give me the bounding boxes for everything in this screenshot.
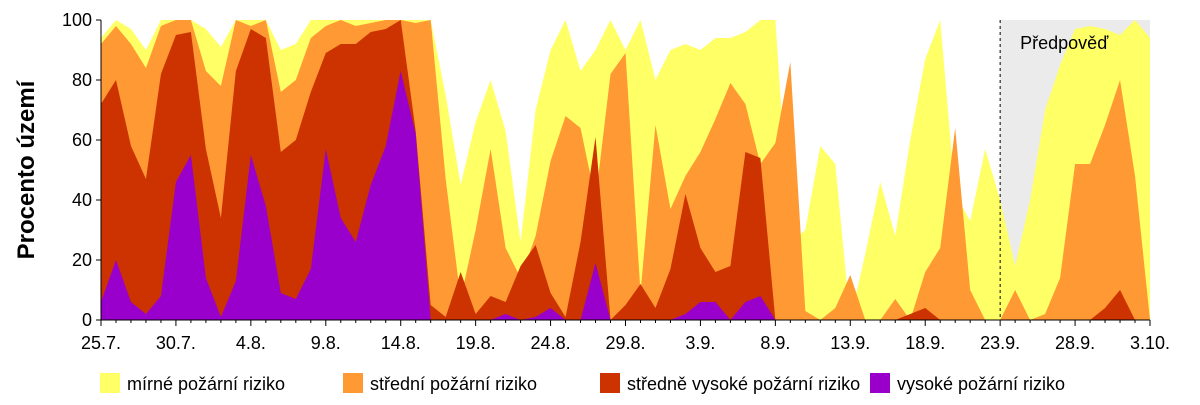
x-tick-label: 19.8. [456,333,496,353]
forecast-label: Předpověď [1020,33,1109,53]
area-series-group [101,20,1150,320]
y-axis-label: Procento území [13,79,40,259]
area-series-4 [101,71,1150,320]
x-tick-label: 14.8. [381,333,421,353]
x-tick-label: 28.9. [1055,333,1095,353]
x-tick-label: 4.8. [236,333,266,353]
x-tick-label: 8.9. [760,333,790,353]
legend-swatch-4 [870,373,890,393]
x-tick-label: 9.8. [311,333,341,353]
x-tick-label: 3.10. [1130,333,1170,353]
y-tick-label: 40 [72,190,92,210]
x-tick-label: 18.9. [905,333,945,353]
x-tick-label: 30.7. [156,333,196,353]
legend-swatch-3 [600,373,620,393]
legend-swatch-1 [100,373,120,393]
y-tick-label: 60 [72,130,92,150]
x-tick-label: 29.8. [605,333,645,353]
axes-group: 0 20 40 60 80 100 25.7. 30.7. 4.8. 9.8. 14.8. 19.8.… [62,10,1170,353]
legend-label-3: středně vysoké požární riziko [627,374,860,394]
y-tick-label: 0 [82,310,92,330]
legend-label-1: mírné požární riziko [127,374,285,394]
y-tick-label: 80 [72,70,92,90]
legend-label-2: střední požární riziko [370,374,537,394]
legend-label-4: vysoké požární riziko [897,374,1065,394]
forecast-group: Předpověď [999,20,1109,320]
y-tick-label: 20 [72,250,92,270]
x-tick-label: 23.9. [980,333,1020,353]
x-tick-label: 25.7. [81,333,121,353]
x-tick-label: 13.9. [830,333,870,353]
y-tick-label: 100 [62,10,92,30]
x-tick-label: 3.9. [685,333,715,353]
legend-swatch-2 [343,373,363,393]
legend: mírné požární riziko střední požární rizi… [100,373,1065,394]
x-tick-label: 24.8. [531,333,571,353]
